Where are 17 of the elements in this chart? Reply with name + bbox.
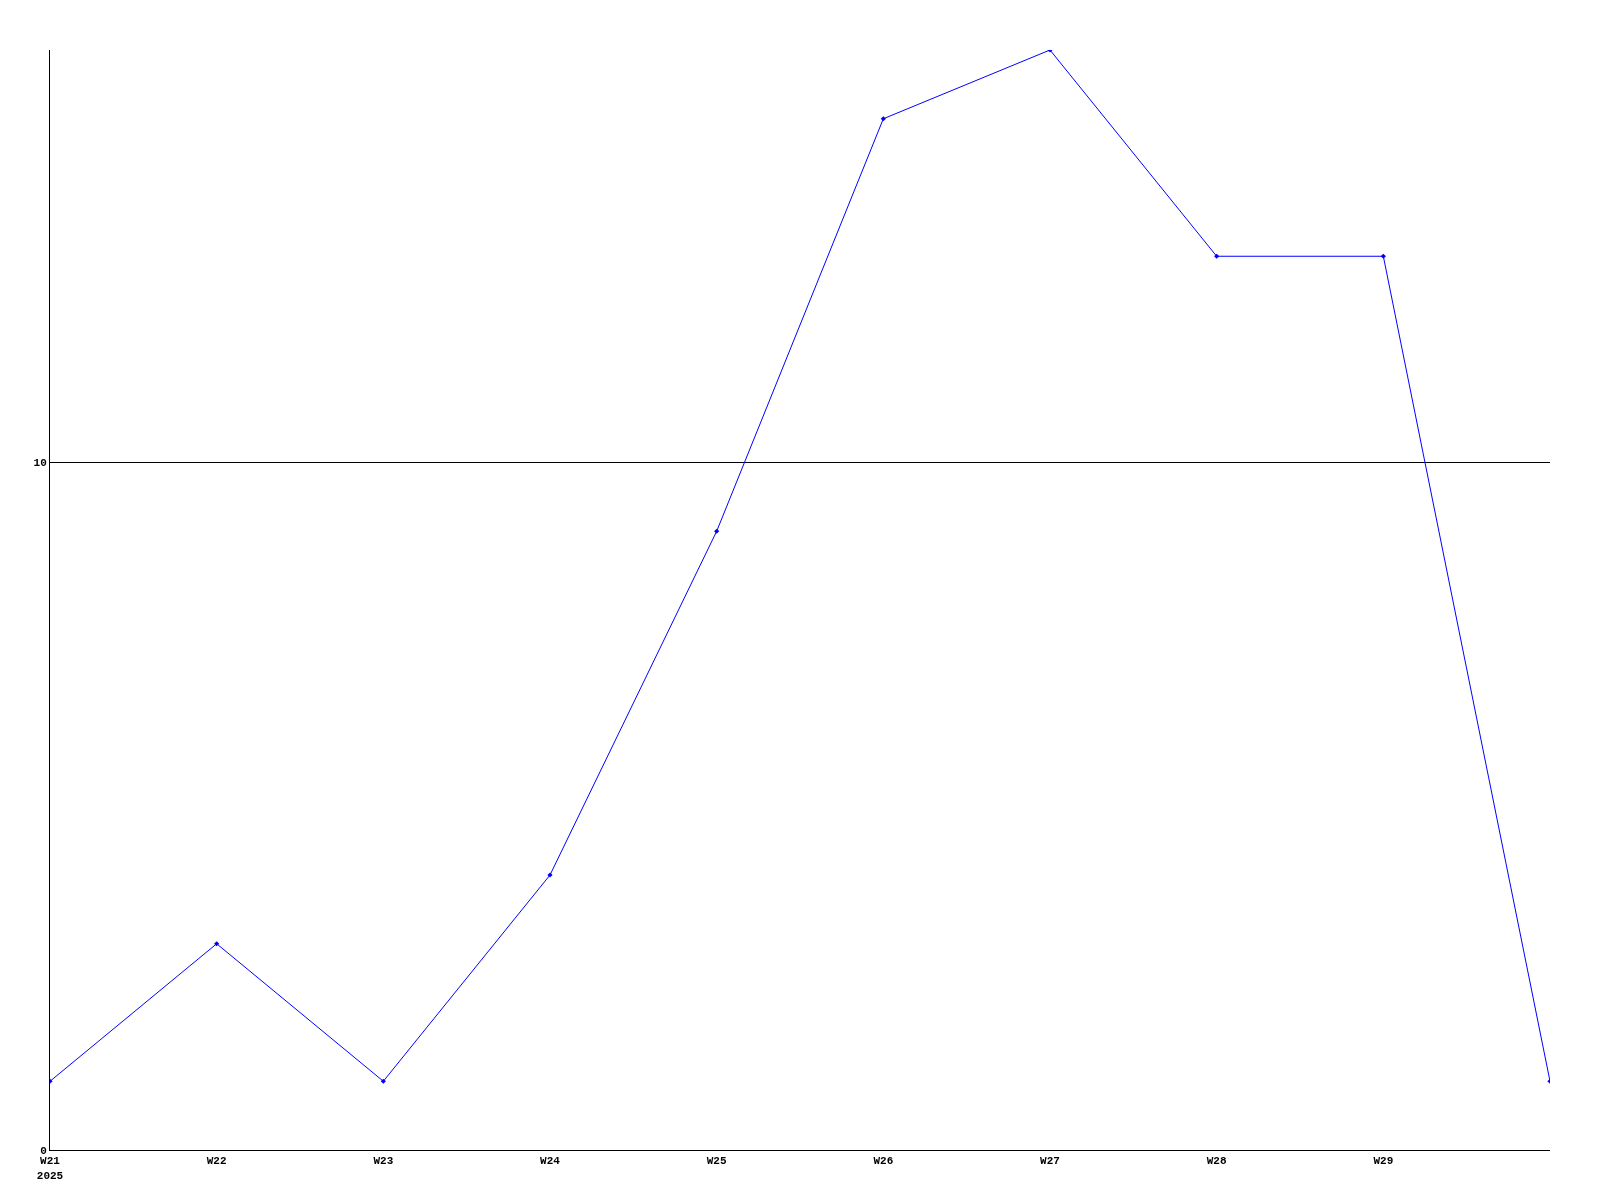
x-tick-label: W26 [873, 1155, 894, 1168]
x-tick-label: W27 [1040, 1155, 1060, 1168]
x-tick-label: W24 [540, 1155, 561, 1168]
point [380, 1078, 386, 1084]
x-tick-label: W29 [1373, 1155, 1394, 1168]
x-tick-label: W21 2025 [36, 1155, 64, 1182]
point [214, 941, 220, 947]
x-tick-label: W22 [206, 1155, 227, 1168]
x-tick-label: W28 [1206, 1155, 1227, 1168]
point [880, 116, 886, 122]
x-tick-label: W23 [373, 1155, 394, 1168]
point [714, 528, 720, 534]
point [1214, 253, 1220, 259]
y-tick-label: 10 [33, 457, 47, 470]
y-tick-label: 0 [40, 1144, 47, 1157]
point [1380, 253, 1386, 259]
x-tick-label: W25 [706, 1155, 727, 1168]
